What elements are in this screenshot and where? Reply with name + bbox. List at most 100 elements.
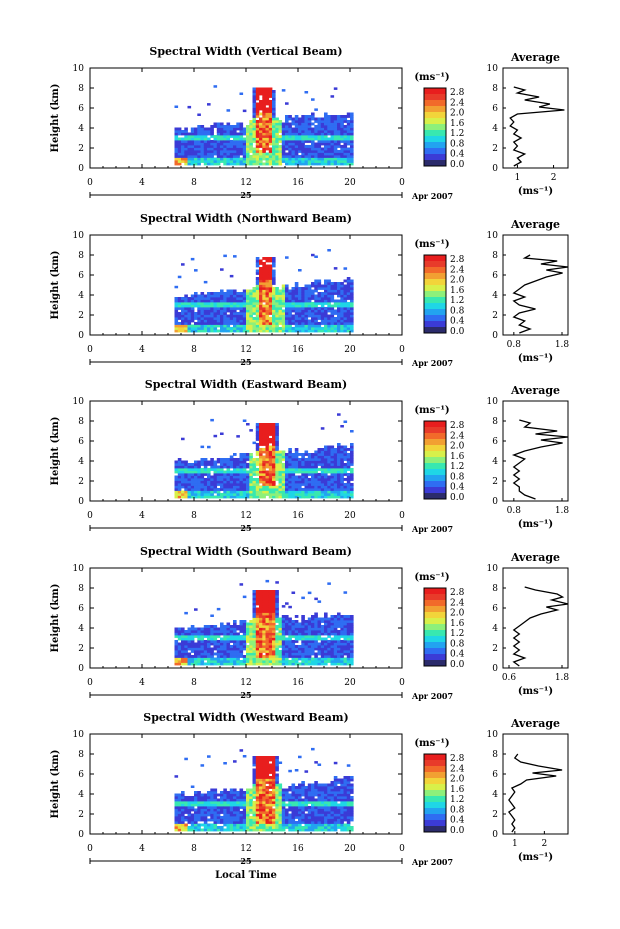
heatmap-cell: [181, 470, 185, 474]
heatmap-cell: [294, 297, 299, 300]
heatmap-cell: [262, 620, 266, 623]
heatmap-cell: [207, 130, 211, 133]
heatmap-cell: [174, 312, 179, 315]
heatmap-cell: [181, 650, 185, 653]
heatmap-cell: [285, 294, 289, 298]
heatmap-cell: [213, 322, 218, 325]
heatmap-cell: [210, 297, 214, 300]
heatmap-cell: [265, 625, 270, 628]
heatmap-cell: [288, 455, 292, 459]
heatmap-cell: [272, 443, 276, 446]
heatmap-cell: [288, 485, 292, 489]
heatmap-cell: [213, 826, 218, 829]
heatmap-cell: [285, 322, 289, 325]
colorbar-tick-label: 1.6: [450, 286, 465, 296]
heatmap-cell: [262, 269, 266, 273]
heatmap-cell: [343, 450, 348, 454]
heatmap-cell: [174, 647, 179, 651]
heatmap-cell: [213, 160, 218, 163]
heatmap-cell: [177, 155, 182, 158]
heatmap-cell: [236, 652, 240, 656]
heatmap-cell: [278, 453, 283, 456]
heatmap-cell: [311, 650, 315, 653]
heatmap-cell: [346, 317, 351, 320]
heatmap-cell: [314, 488, 318, 491]
heatmap-cell: [346, 627, 351, 631]
heatmap-cell: [350, 319, 354, 323]
heatmap-cell: [291, 147, 296, 151]
heatmap-cell: [337, 299, 341, 303]
heatmap-cell: [343, 135, 348, 138]
heatmap-cell: [265, 284, 270, 288]
heatmap-cell: [190, 785, 195, 788]
heatmap-cell: [291, 627, 296, 631]
heatmap-cell: [340, 292, 344, 295]
heatmap-cell: [184, 660, 188, 663]
heatmap-cell: [177, 793, 182, 797]
heatmap-cell: [262, 615, 266, 618]
heatmap-cell: [337, 324, 341, 328]
heatmap-cell: [197, 327, 201, 330]
heatmap-cell: [210, 418, 214, 422]
heatmap-cell: [236, 292, 240, 295]
heatmap-cell: [184, 662, 188, 666]
heatmap-cell: [304, 660, 309, 663]
heatmap-cell: [255, 147, 260, 151]
heatmap-cell: [223, 483, 227, 486]
heatmap-cell: [330, 647, 335, 651]
heatmap-cell: [213, 813, 218, 817]
heatmap-cell: [255, 140, 260, 143]
heatmap-cell: [262, 458, 266, 461]
heatmap-cell: [197, 113, 201, 116]
heatmap-cell: [213, 657, 218, 661]
heatmap-cell: [262, 125, 266, 128]
heatmap-cell: [207, 463, 211, 466]
heatmap-cell: [337, 142, 341, 146]
heatmap-cell: [294, 130, 299, 133]
heatmap-cell: [249, 137, 253, 141]
heatmap-cell: [324, 488, 328, 491]
heatmap-cell: [184, 650, 188, 653]
heatmap-cell: [327, 140, 331, 143]
heatmap-cell: [194, 798, 198, 802]
heatmap-cell: [233, 493, 237, 496]
heatmap-cell: [320, 130, 325, 133]
heatmap-cell: [246, 625, 250, 628]
heatmap-cell: [285, 662, 289, 666]
heatmap-cell: [203, 312, 208, 315]
heatmap-cell: [324, 125, 328, 128]
heatmap-cell: [255, 127, 260, 131]
heatmap-cell: [259, 655, 263, 658]
heatmap-cell: [317, 299, 322, 303]
heatmap-cell: [210, 818, 214, 822]
heatmap-cell: [343, 289, 348, 293]
heatmap-cell: [265, 117, 270, 121]
heatmap-cell: [255, 282, 260, 285]
heatmap-cell: [220, 485, 224, 489]
heatmap-cell: [327, 495, 331, 499]
colorbar-tick-label: 2.4: [450, 431, 465, 441]
panel-title: Spectral Width (Southward Beam): [140, 545, 352, 558]
heatmap-cell: [223, 470, 227, 474]
heatmap-cell: [177, 823, 182, 827]
heatmap-cell: [259, 647, 263, 651]
heatmap-cell: [181, 493, 185, 496]
heatmap-cell: [281, 627, 286, 631]
heatmap-cell: [181, 137, 185, 141]
heatmap-cell: [268, 282, 273, 285]
heatmap-cell: [255, 95, 260, 98]
heatmap-cell: [340, 299, 344, 303]
heatmap-cell: [181, 130, 185, 133]
heatmap-cell: [242, 791, 247, 794]
heatmap-cell: [194, 796, 198, 799]
heatmap-cell: [333, 130, 338, 133]
heatmap-cell: [301, 617, 305, 621]
heatmap-cell: [307, 632, 312, 636]
heatmap-cell: [200, 630, 205, 633]
heatmap-cell: [343, 448, 348, 451]
heatmap-cell: [278, 645, 283, 648]
heatmap-cell: [213, 645, 218, 648]
heatmap-cell: [340, 465, 344, 469]
heatmap-cell: [259, 279, 263, 283]
heatmap-cell: [337, 485, 341, 489]
